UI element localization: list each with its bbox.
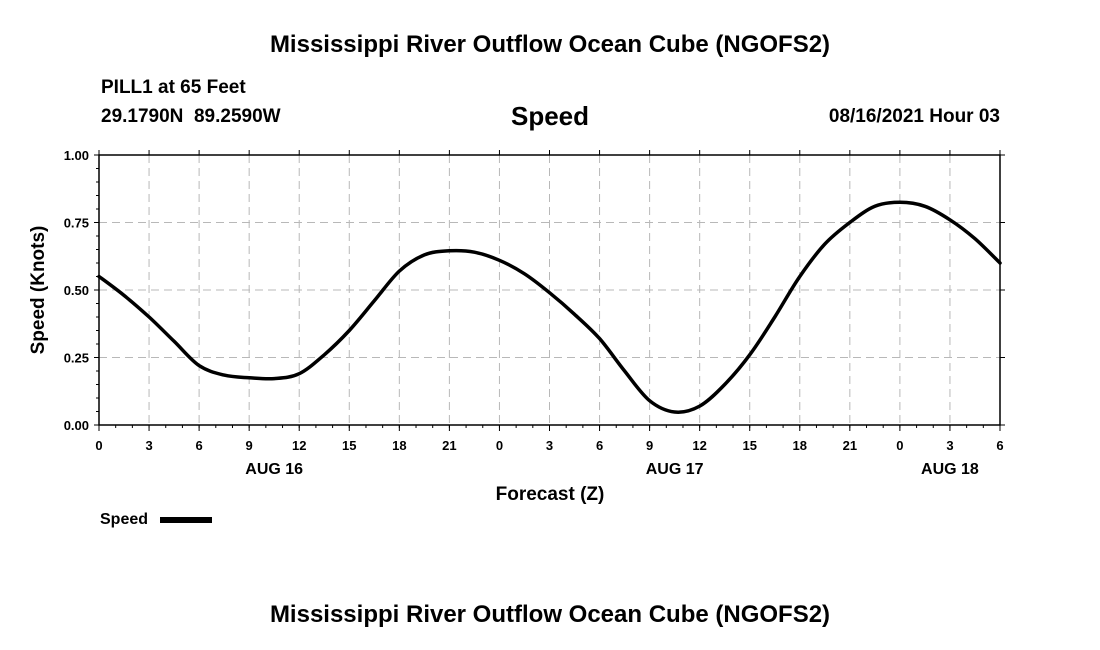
x-tick-label: 6 bbox=[996, 438, 1003, 453]
y-tick-labels: 0.00 0.25 0.50 0.75 1.00 bbox=[64, 148, 89, 433]
x-tick-label: 6 bbox=[596, 438, 603, 453]
date-label: AUG 16 bbox=[245, 461, 303, 478]
station-label: PILL1 at 65 Feet bbox=[101, 77, 246, 98]
x-tick-label: 0 bbox=[95, 438, 102, 453]
y-tick-label: 0.00 bbox=[64, 418, 89, 433]
x-tick-label: 0 bbox=[896, 438, 903, 453]
x-tick-label: 18 bbox=[793, 438, 807, 453]
x-tick-label: 9 bbox=[246, 438, 253, 453]
x-tick-label: 21 bbox=[843, 438, 857, 453]
date-label: AUG 18 bbox=[921, 461, 979, 478]
legend-label: Speed bbox=[100, 511, 148, 528]
plot-frame bbox=[98, 154, 1001, 426]
x-tick-label: 18 bbox=[392, 438, 406, 453]
x-tick-label: 15 bbox=[342, 438, 356, 453]
x-tick-label: 12 bbox=[292, 438, 306, 453]
footer-title: Mississippi River Outflow Ocean Cube (NG… bbox=[269, 601, 831, 628]
x-tick-label: 6 bbox=[195, 438, 202, 453]
y-tick-label: 0.50 bbox=[64, 283, 89, 298]
x-tick-label: 3 bbox=[145, 438, 152, 453]
forecast-datetime: 08/16/2021 Hour 03 bbox=[828, 106, 1000, 127]
grid-lines bbox=[99, 155, 1000, 425]
y-tick-label: 0.25 bbox=[64, 351, 89, 366]
speed-series-line bbox=[97, 200, 1002, 414]
x-tick-label: 21 bbox=[442, 438, 456, 453]
x-axis-label: Forecast (Z) bbox=[496, 484, 605, 505]
x-tick-label: 3 bbox=[946, 438, 953, 453]
x-tick-label: 9 bbox=[646, 438, 653, 453]
x-tick-label: 15 bbox=[742, 438, 756, 453]
date-labels: AUG 16 AUG 17 AUG 18 bbox=[245, 461, 979, 478]
y-axis-label: Speed (Knots) bbox=[28, 226, 49, 355]
y-tick-label: 0.75 bbox=[64, 216, 89, 231]
x-tick-label: 0 bbox=[496, 438, 503, 453]
chart-title: Mississippi River Outflow Ocean Cube (NG… bbox=[269, 31, 831, 58]
x-tick-labels: 0 3 6 9 12 15 18 21 0 3 6 9 12 15 18 21 0 3 6 bbox=[95, 438, 1003, 453]
y-tick-label: 1.00 bbox=[64, 148, 89, 163]
date-label: AUG 17 bbox=[646, 461, 704, 478]
legend-swatch bbox=[160, 517, 212, 523]
variable-title: Speed bbox=[510, 101, 590, 131]
x-tick-label: 12 bbox=[692, 438, 706, 453]
coordinates-label: 29.1790N 89.2590W bbox=[101, 106, 281, 127]
x-tick-label: 3 bbox=[546, 438, 553, 453]
